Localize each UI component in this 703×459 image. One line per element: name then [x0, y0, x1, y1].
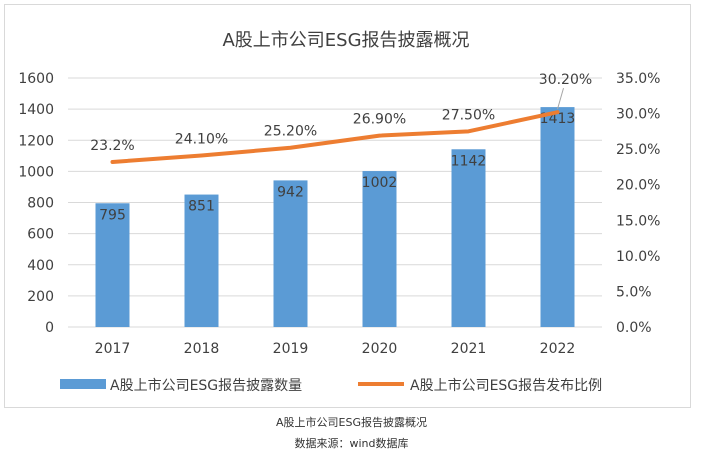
x-tick-label: 2018 [184, 341, 220, 357]
y-left-tick-label: 0 [45, 320, 54, 336]
line-point [200, 154, 203, 158]
y-right-tick-label: 30.0% [616, 107, 660, 123]
x-tick-label: 2020 [362, 341, 398, 357]
line-series [110, 110, 560, 164]
chart-title: A股上市公司ESG报告披露概况 [222, 30, 469, 51]
bar-data-label: 795 [99, 207, 126, 223]
y-right-tick-label: 25.0% [616, 142, 660, 158]
y-left-tick-label: 200 [27, 289, 54, 305]
leader-line [557, 88, 564, 110]
y-left-tick-label: 400 [27, 258, 54, 274]
line-data-label: 23.2% [90, 138, 134, 154]
bar [451, 149, 486, 327]
bar [184, 194, 219, 327]
line-point [378, 134, 381, 138]
line-point [556, 110, 559, 114]
line-data-label: 25.20% [264, 124, 317, 140]
bar-data-label: 942 [277, 184, 304, 200]
line-point [111, 160, 114, 164]
y-left-tick-label: 800 [27, 196, 54, 212]
line-data-label: 30.20% [539, 72, 592, 88]
figure-caption: A股上市公司ESG报告披露概况 [276, 416, 427, 429]
source-caption: 数据来源：wind数据库 [294, 437, 409, 450]
line-data-label: 26.90% [353, 112, 406, 128]
y-right-tick-label: 5.0% [616, 284, 652, 300]
x-tick-label: 2019 [273, 341, 309, 357]
line-point [289, 146, 292, 150]
y-left-tick-label: 1600 [18, 71, 54, 87]
line-data-label: 27.50% [442, 107, 495, 123]
legend-bar-swatch [60, 379, 106, 389]
y-left-tick-label: 1200 [18, 133, 54, 149]
chart: A股上市公司ESG报告披露概况 0 200 400 600 800 1000 1200 1400… [18, 30, 660, 394]
y-left-tick-label: 1000 [18, 164, 54, 180]
bar-data-label: 1142 [451, 153, 487, 169]
y-right-tick-label: 35.0% [616, 71, 660, 87]
y-right-tick-label: 15.0% [616, 213, 660, 229]
bar [273, 180, 308, 327]
legend-bar-label: A股上市公司ESG报告披露数量 [110, 377, 302, 394]
y-left-tick-label: 600 [27, 227, 54, 243]
y-left-tick-label: 1400 [18, 102, 54, 118]
bar [95, 203, 130, 327]
bar [540, 107, 575, 328]
line-data-label: 24.10% [175, 132, 228, 148]
y-right-tick-label: 0.0% [616, 320, 652, 336]
x-tick-label: 2021 [451, 341, 487, 357]
x-tick-label: 2017 [95, 341, 131, 357]
bar [362, 171, 397, 327]
y-right-tick-label: 20.0% [616, 178, 660, 194]
bar-data-label: 851 [188, 199, 215, 215]
legend-line-label: A股上市公司ESG报告发布比例 [410, 377, 602, 394]
x-tick-label: 2022 [540, 341, 576, 357]
bar-data-label: 1002 [362, 175, 398, 191]
y-right-tick-label: 10.0% [616, 249, 660, 265]
line-point [467, 129, 470, 133]
